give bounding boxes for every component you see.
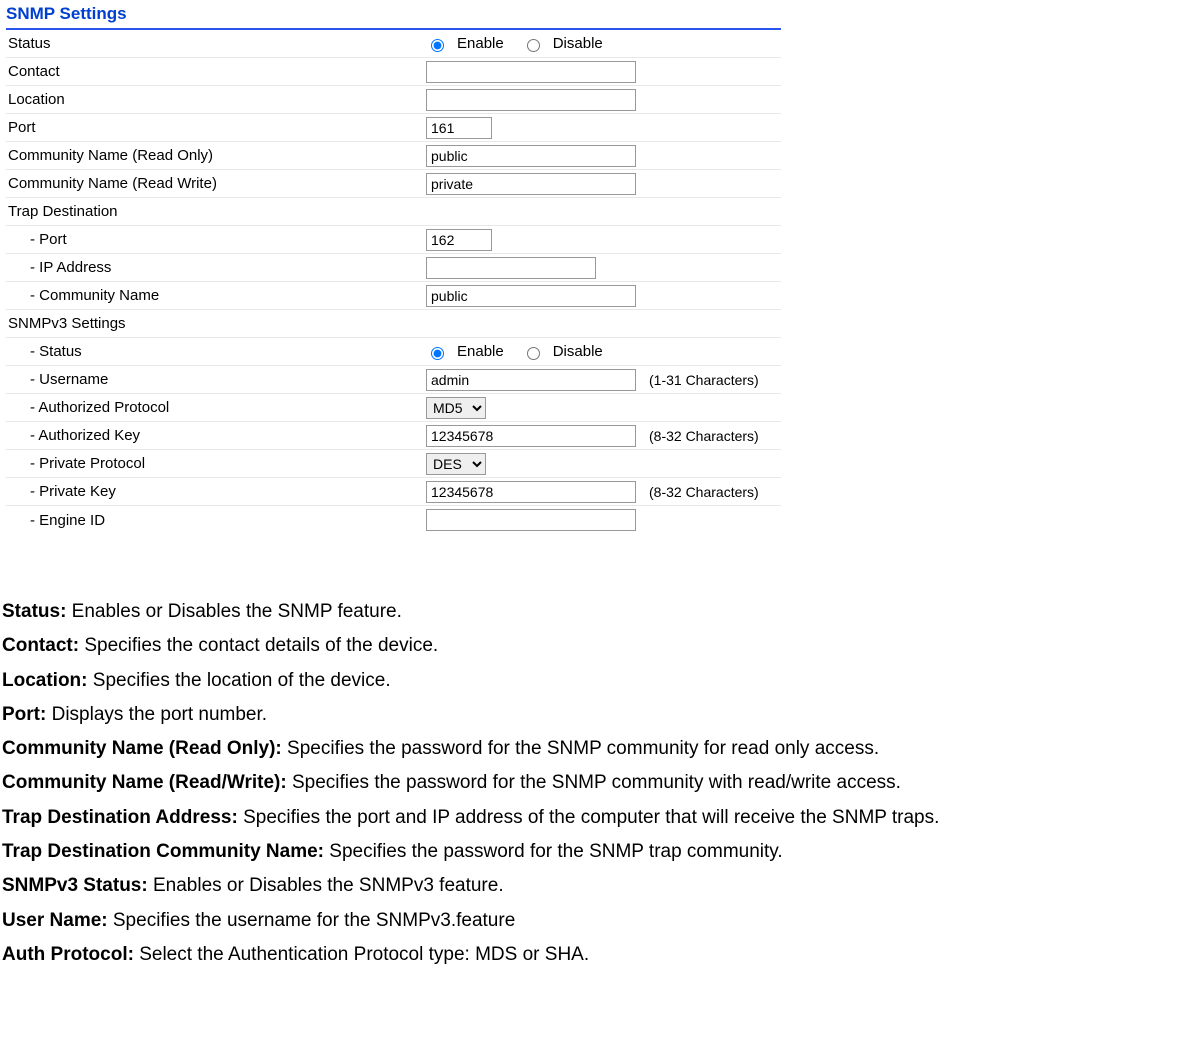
desc-item: User Name: Specifies the username for th… xyxy=(2,905,1186,937)
hint-v3-authkey: (8-32 Characters) xyxy=(641,428,781,444)
row-comm-rw: Community Name (Read Write) xyxy=(6,170,781,198)
trap-port-input[interactable] xyxy=(426,229,492,251)
desc-text: Specifies the password for the SNMP comm… xyxy=(287,772,901,793)
label-v3-authkey: - Authorized Key xyxy=(6,427,426,444)
status-enable-radio[interactable] xyxy=(431,39,444,52)
label-v3-privproto: - Private Protocol xyxy=(6,455,426,472)
desc-text: Specifies the port and IP address of the… xyxy=(238,807,940,828)
row-trap-ip: - IP Address xyxy=(6,254,781,282)
row-v3-authkey: - Authorized Key (8-32 Characters) xyxy=(6,422,781,450)
label-v3-username: - Username xyxy=(6,371,426,388)
desc-term: User Name: xyxy=(2,910,108,931)
row-v3-header: SNMPv3 Settings xyxy=(6,310,781,338)
desc-item: Community Name (Read/Write): Specifies t… xyxy=(2,767,1186,799)
v3-status-enable-label: Enable xyxy=(457,343,504,360)
location-input[interactable] xyxy=(426,89,636,111)
row-v3-privproto: - Private Protocol DES xyxy=(6,450,781,478)
label-v3-authproto: - Authorized Protocol xyxy=(6,399,426,416)
desc-text: Enables or Disables the SNMPv3 feature. xyxy=(148,875,504,896)
desc-text: Enables or Disables the SNMP feature. xyxy=(66,601,402,622)
label-trap-header: Trap Destination xyxy=(6,203,426,220)
status-disable-radio[interactable] xyxy=(527,39,540,52)
desc-text: Specifies the location of the device. xyxy=(88,670,391,691)
label-v3-engineid: - Engine ID xyxy=(6,512,426,529)
desc-text: Displays the port number. xyxy=(46,704,267,725)
desc-text: Specifies the password for the SNMP trap… xyxy=(324,841,783,862)
desc-term: Auth Protocol: xyxy=(2,944,134,965)
label-comm-rw: Community Name (Read Write) xyxy=(6,175,426,192)
desc-term: Status: xyxy=(2,601,66,622)
comm-ro-input[interactable] xyxy=(426,145,636,167)
desc-item: Contact: Specifies the contact details o… xyxy=(2,630,1186,662)
row-contact: Contact xyxy=(6,58,781,86)
label-trap-community: - Community Name xyxy=(6,287,426,304)
status-disable-label: Disable xyxy=(553,35,603,52)
desc-term: Trap Destination Community Name: xyxy=(2,841,324,862)
label-status: Status xyxy=(6,35,426,52)
row-comm-ro: Community Name (Read Only) xyxy=(6,142,781,170)
trap-ip-input[interactable] xyxy=(426,257,596,279)
v3-privkey-input[interactable] xyxy=(426,481,636,503)
desc-item: Port: Displays the port number. xyxy=(2,699,1186,731)
v3-authproto-select[interactable]: MD5 xyxy=(426,397,486,419)
desc-term: Community Name (Read Only): xyxy=(2,738,282,759)
desc-term: Location: xyxy=(2,670,88,691)
v3-engineid-input[interactable] xyxy=(426,509,636,531)
desc-term: SNMPv3 Status: xyxy=(2,875,148,896)
v3-authkey-input[interactable] xyxy=(426,425,636,447)
desc-term: Contact: xyxy=(2,635,79,656)
desc-item: Trap Destination Address: Specifies the … xyxy=(2,802,1186,834)
label-contact: Contact xyxy=(6,63,426,80)
row-trap-header: Trap Destination xyxy=(6,198,781,226)
trap-community-input[interactable] xyxy=(426,285,636,307)
hint-v3-username: (1-31 Characters) xyxy=(641,372,781,388)
v3-username-input[interactable] xyxy=(426,369,636,391)
desc-item: Community Name (Read Only): Specifies th… xyxy=(2,733,1186,765)
label-trap-ip: - IP Address xyxy=(6,259,426,276)
desc-text: Specifies the username for the SNMPv3.fe… xyxy=(108,910,516,931)
v3-status-disable-label: Disable xyxy=(553,343,603,360)
row-v3-privkey: - Private Key (8-32 Characters) xyxy=(6,478,781,506)
port-input[interactable] xyxy=(426,117,492,139)
desc-text: Specifies the contact details of the dev… xyxy=(79,635,438,656)
desc-item: Location: Specifies the location of the … xyxy=(2,665,1186,697)
v3-privproto-select[interactable]: DES xyxy=(426,453,486,475)
status-enable-label: Enable xyxy=(457,35,504,52)
row-trap-port: - Port xyxy=(6,226,781,254)
contact-input[interactable] xyxy=(426,61,636,83)
comm-rw-input[interactable] xyxy=(426,173,636,195)
desc-item: Status: Enables or Disables the SNMP fea… xyxy=(2,596,1186,628)
row-v3-engineid: - Engine ID xyxy=(6,506,781,534)
desc-item: SNMPv3 Status: Enables or Disables the S… xyxy=(2,870,1186,902)
row-port: Port xyxy=(6,114,781,142)
label-v3-privkey: - Private Key xyxy=(6,483,426,500)
row-trap-community: - Community Name xyxy=(6,282,781,310)
desc-text: Select the Authentication Protocol type:… xyxy=(134,944,589,965)
section-title: SNMP Settings xyxy=(6,0,781,30)
label-location: Location xyxy=(6,91,426,108)
row-status: Status Enable Disable xyxy=(6,30,781,58)
hint-v3-privkey: (8-32 Characters) xyxy=(641,484,781,500)
desc-item: Trap Destination Community Name: Specifi… xyxy=(2,836,1186,868)
label-v3-header: SNMPv3 Settings xyxy=(6,315,426,332)
desc-term: Community Name (Read/Write): xyxy=(2,772,287,793)
row-v3-authproto: - Authorized Protocol MD5 xyxy=(6,394,781,422)
label-v3-status: - Status xyxy=(6,343,426,360)
label-comm-ro: Community Name (Read Only) xyxy=(6,147,426,164)
desc-item: Auth Protocol: Select the Authentication… xyxy=(2,939,1186,971)
label-trap-port: - Port xyxy=(6,231,426,248)
desc-term: Trap Destination Address: xyxy=(2,807,238,828)
desc-text: Specifies the password for the SNMP comm… xyxy=(282,738,879,759)
v3-status-enable-radio[interactable] xyxy=(431,347,444,360)
row-location: Location xyxy=(6,86,781,114)
row-v3-status: - Status Enable Disable xyxy=(6,338,781,366)
desc-term: Port: xyxy=(2,704,46,725)
descriptions-block: Status: Enables or Disables the SNMP fea… xyxy=(0,596,1188,971)
label-port: Port xyxy=(6,119,426,136)
v3-status-disable-radio[interactable] xyxy=(527,347,540,360)
row-v3-username: - Username (1-31 Characters) xyxy=(6,366,781,394)
